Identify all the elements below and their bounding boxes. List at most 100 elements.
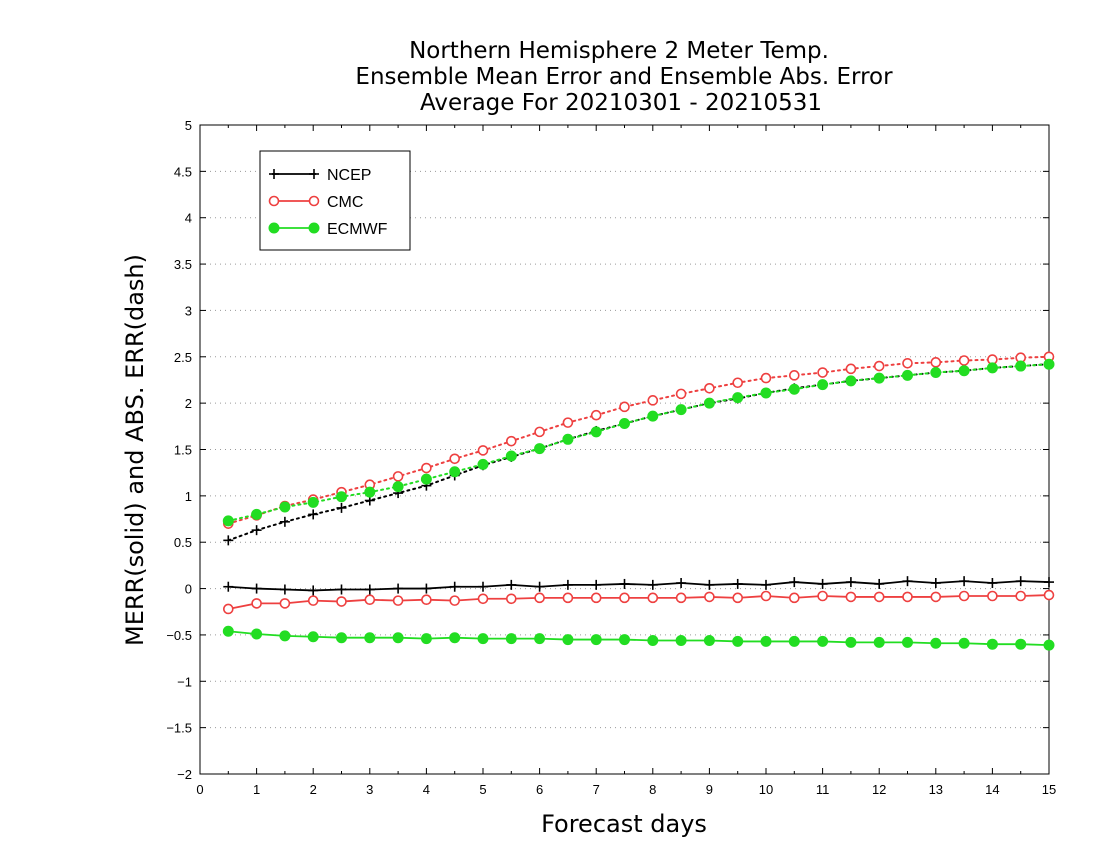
y-tick-label: 3.5: [174, 257, 192, 272]
cmc-abs-err-point: [421, 462, 432, 474]
ecmwf-abs-err-point: [845, 375, 857, 387]
series-ncep: [223, 359, 1054, 596]
y-tick-label: 3: [185, 303, 192, 318]
ncep-merr-point: [789, 577, 800, 588]
ecmwf-abs-err-point: [364, 486, 376, 498]
ecmwf-merr-point: [703, 634, 715, 646]
cmc-abs-err-point: [704, 383, 715, 394]
ncep-merr-point: [845, 577, 856, 588]
cmc-merr-point: [279, 598, 291, 609]
ecmwf-merr-point: [392, 632, 404, 644]
ecmwf-abs-err-point: [760, 387, 772, 399]
y-axis-ticks: −2 −1.5 −1 −0.5 0 0.5 1 1.5 2 2.5 3 3.5 4 4.5 5: [166, 118, 1049, 782]
cmc-merr-point: [987, 590, 998, 602]
ncep-abs-err-line: [227, 363, 1050, 542]
y-tick-label: 5: [185, 118, 192, 133]
ecmwf-merr-line: [228, 630, 1050, 647]
ecmwf-merr-point: [930, 637, 942, 649]
cmc-abs-err-point: [392, 471, 404, 482]
ecmwf-abs-err-point: [647, 410, 659, 422]
chart-title-line-3: Average For 20210301 - 20210531: [420, 90, 822, 116]
ecmwf-abs-err-point: [732, 392, 744, 404]
ncep-merr-point: [732, 578, 743, 589]
cmc-merr-point: [817, 590, 828, 602]
ncep-merr-point: [449, 581, 460, 592]
ecmwf-merr-point: [590, 634, 602, 646]
ncep-merr-point: [534, 581, 545, 592]
y-tick-label: 2.5: [174, 350, 192, 365]
cmc-merr-point: [223, 603, 234, 615]
cmc-merr-point: [251, 598, 262, 609]
legend-marker-start-cmc: [268, 195, 280, 207]
ecmwf-merr-point: [1015, 638, 1027, 650]
ecmwf-abs-err-point: [873, 372, 885, 384]
legend-marker-end-cmc: [308, 195, 320, 207]
ncep-merr-point: [1015, 576, 1026, 587]
cmc-merr-point: [930, 591, 942, 603]
ecmwf-merr-point: [420, 633, 432, 645]
ncep-merr-point: [308, 585, 319, 596]
ncep-merr-point: [676, 578, 687, 589]
ncep-merr-point: [591, 579, 602, 590]
ecmwf-abs-err-point: [251, 508, 263, 520]
legend-marker-end-ncep: [309, 169, 319, 179]
ecmwf-abs-err-point: [817, 379, 829, 391]
cmc-abs-err-point: [647, 395, 659, 406]
x-tick-label: 10: [759, 782, 773, 797]
ecmwf-merr-point: [845, 636, 857, 648]
cmc-merr-point: [788, 592, 800, 604]
cmc-abs-err-line: [227, 355, 1050, 525]
y-axis-label: MERR(solid) and ABS. ERR(dash): [121, 254, 149, 646]
y-tick-label: −1: [177, 674, 192, 689]
y-tick-label: −1.5: [166, 721, 192, 736]
x-tick-label: 15: [1042, 782, 1056, 797]
series: [222, 351, 1055, 651]
ecmwf-abs-err-point: [307, 496, 319, 508]
ecmwf-merr-point: [958, 637, 970, 649]
y-tick-label: 0.5: [174, 535, 192, 550]
cmc-merr-point: [760, 590, 772, 602]
cmc-merr-line: [228, 594, 1050, 610]
x-tick-label: 12: [872, 782, 886, 797]
ecmwf-abs-err-point: [336, 491, 347, 503]
ecmwf-merr-point: [505, 633, 517, 645]
ncep-merr-point: [817, 578, 828, 589]
cmc-merr-point: [675, 592, 687, 604]
cmc-abs-err-point: [760, 372, 772, 384]
legend-marker-start-ncep: [269, 169, 279, 179]
ecmwf-abs-err-point: [562, 433, 574, 445]
ecmwf-abs-err-point: [703, 397, 715, 409]
ecmwf-merr-point: [619, 634, 630, 646]
legend-marker-end-ecmwf: [308, 222, 320, 234]
ecmwf-merr-point: [251, 628, 263, 640]
cmc-merr-point: [392, 595, 404, 606]
cmc-merr-point: [449, 595, 461, 606]
y-tick-label: 2: [185, 396, 192, 411]
ncep-merr-point: [647, 579, 658, 590]
ncep-merr-point: [562, 579, 573, 590]
ecmwf-abs-err-point: [449, 466, 461, 478]
legend-label-ncep: NCEP: [327, 167, 371, 184]
cmc-abs-err-point: [930, 357, 942, 368]
x-tick-label: 7: [593, 782, 600, 797]
ecmwf-abs-err-point: [619, 418, 630, 430]
ecmwf-merr-point: [732, 635, 744, 647]
cmc-merr-point: [1043, 589, 1055, 601]
ecmwf-merr-point: [336, 632, 347, 644]
x-tick-label: 6: [536, 782, 543, 797]
chart-title-line-1: Northern Hemisphere 2 Meter Temp.: [409, 38, 829, 64]
cmc-merr-point: [902, 591, 913, 603]
ecmwf-merr-point: [817, 635, 829, 647]
cmc-abs-err-point: [958, 355, 970, 366]
cmc-abs-err-point: [873, 360, 885, 372]
cmc-merr-point: [590, 592, 602, 604]
ecmwf-abs-err-point: [958, 365, 970, 377]
ecmwf-merr-point: [477, 633, 489, 645]
ecmwf-abs-err-point: [222, 515, 234, 527]
cmc-abs-err-point: [505, 435, 517, 447]
ecmwf-merr-point: [222, 625, 234, 637]
ncep-abs-err-point: [336, 502, 347, 513]
cmc-abs-err-point: [477, 445, 489, 456]
x-tick-label: 14: [985, 782, 999, 797]
